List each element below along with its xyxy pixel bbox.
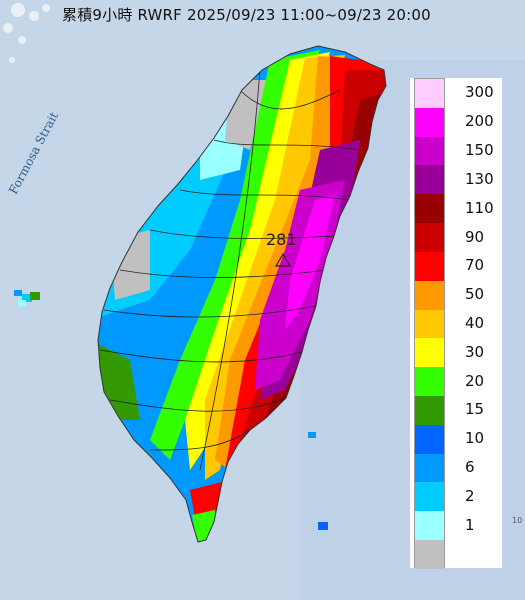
legend-swatch [415,482,444,512]
legend-swatch [415,511,444,540]
sea-rain-cells [14,290,328,530]
legend-label: 40 [465,314,485,332]
legend-label: 6 [465,458,475,477]
legend-label: 90 [465,227,485,246]
legend-label: 10 [465,429,485,448]
legend-swatch [415,280,444,310]
legend-swatch [415,251,444,281]
legend-label: 30 [465,342,485,361]
legend-label: 2 [465,486,475,505]
legend-label: 50 [465,285,485,304]
legend-swatch [415,79,444,108]
legend-label: 15 [465,400,485,419]
legend-swatch [415,309,444,339]
legend-swatch [415,395,444,425]
legend-label: 110 [465,198,494,217]
legend-swatch [415,165,444,195]
peak-value-label: 281 [266,230,297,249]
legend-swatch [415,338,444,368]
edge-label: 10 [512,516,523,525]
legend: 300 200 150 130 110 90 70 50 40 30 20 15 10 6 2 1 [410,78,502,569]
legend-label: 70 [465,256,485,275]
legend-swatch [415,540,444,569]
legend-label: 150 [465,141,494,160]
legend-swatch [415,424,444,454]
legend-label: 130 [465,169,494,188]
legend-swatch [415,367,444,396]
coastline [97,45,387,543]
cloud-specks [3,3,50,63]
legend-label: 20 [465,371,485,390]
legend-swatch [415,194,444,224]
county-boundaries [99,69,361,471]
legend-swatch [415,136,444,166]
legend-swatch [415,223,444,252]
legend-color-bar [414,78,445,569]
map-title: 累積9小時 RWRF 2025/09/23 11:00~09/23 20:00 [62,6,431,24]
legend-swatch [415,453,444,483]
legend-label: 300 [465,83,494,102]
legend-label: 1 [465,515,475,534]
legend-swatch [415,107,444,137]
legend-label: 200 [465,112,494,131]
peak-marker-icon [274,252,292,267]
